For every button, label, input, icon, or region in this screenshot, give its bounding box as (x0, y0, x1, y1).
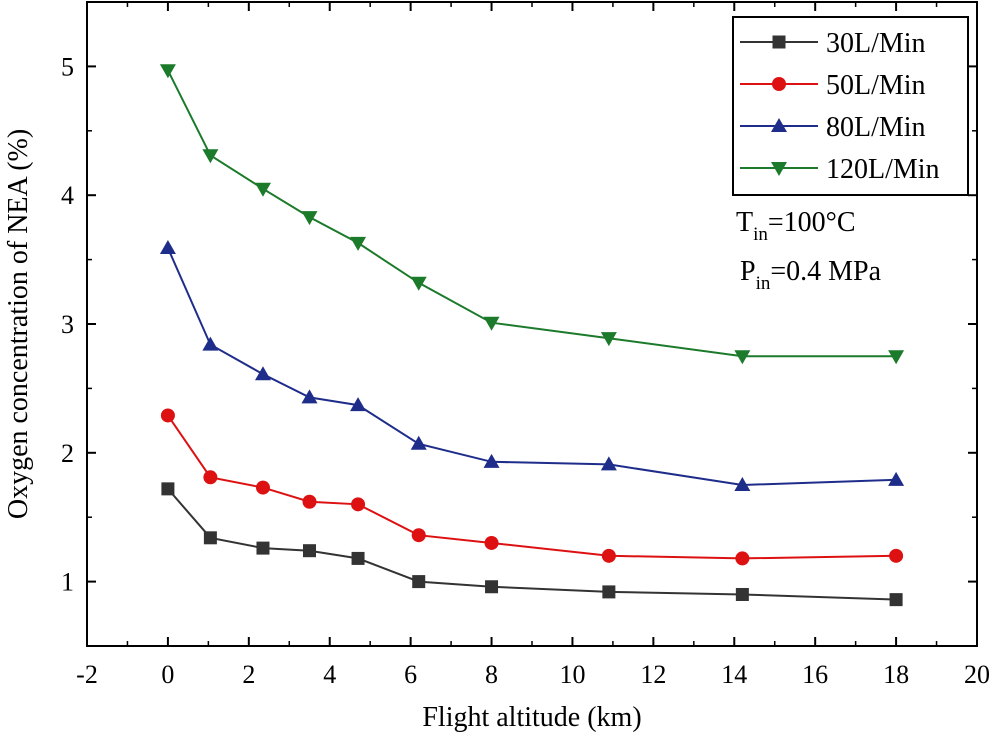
data-point-80l-min (483, 453, 500, 468)
series-80l-min (159, 240, 905, 491)
legend-items: 30L/Min 50L/Min 80L/Min 120L/Min (740, 28, 940, 185)
data-point-120l-min (734, 350, 751, 365)
data-point-30l-min (602, 585, 616, 599)
data-point-120l-min (301, 211, 318, 226)
legend-marker (771, 162, 787, 176)
data-point-120l-min (202, 149, 219, 164)
data-point-50l-min (484, 535, 499, 550)
data-point-50l-min (302, 494, 317, 509)
data-point-120l-min (888, 350, 905, 365)
series-line-120l-min (167, 69, 897, 358)
series-line-80l-min (166, 247, 897, 487)
data-point-50l-min (889, 548, 904, 563)
legend-item-120l-min: 120L/Min (740, 154, 940, 185)
annotations: Tin=100°C Pin=0.4 MPa (736, 207, 882, 294)
data-point-80l-min (888, 471, 905, 486)
data-point-80l-min (734, 477, 751, 491)
y-axis-title: Oxygen concentration of NEA (%) (3, 129, 34, 519)
data-point-80l-min (254, 366, 271, 381)
x-tick-label: 16 (802, 660, 828, 689)
x-tick-label: 4 (323, 660, 336, 689)
data-point-30l-min (412, 575, 426, 589)
data-point-30l-min (485, 580, 499, 594)
legend-item-80l-min: 80L/Min (740, 112, 926, 143)
data-point-120l-min (483, 316, 500, 331)
data-point-80l-min (350, 397, 367, 412)
legend-marker (772, 35, 786, 49)
data-point-30l-min (351, 551, 365, 565)
legend-item-30l-min: 30L/Min (740, 28, 926, 59)
data-point-50l-min (160, 408, 175, 423)
data-point-50l-min (735, 551, 750, 566)
data-point-30l-min (735, 587, 749, 601)
chart-marks (159, 64, 905, 607)
data-point-30l-min (256, 541, 270, 555)
annotation-inlet-pressure: Pin=0.4 MPa (740, 256, 882, 294)
series-50l-min (160, 408, 904, 566)
x-tick-label: 2 (242, 660, 255, 689)
legend-label: 50L/Min (826, 70, 926, 101)
data-point-50l-min (203, 470, 218, 485)
data-point-120l-min (159, 64, 176, 79)
legend-box (732, 16, 969, 196)
legend-marker (772, 77, 786, 91)
data-point-120l-min (600, 332, 617, 347)
legend: 30L/Min 50L/Min 80L/Min 120L/Min (732, 16, 969, 196)
y-tick-label: 5 (61, 52, 74, 81)
data-point-80l-min (202, 336, 219, 351)
x-tick-label: 18 (883, 660, 909, 689)
x-tick-label: 20 (964, 660, 990, 689)
x-axis-title: Flight altitude (km) (422, 702, 641, 733)
data-point-50l-min (351, 497, 366, 512)
data-point-120l-min (254, 182, 271, 197)
y-tick-label: 3 (61, 310, 74, 339)
x-tick-label: 6 (404, 660, 417, 689)
legend-label: 30L/Min (826, 28, 926, 59)
data-point-80l-min (410, 435, 427, 450)
data-point-80l-min (600, 456, 617, 471)
data-point-80l-min (159, 240, 176, 255)
data-point-30l-min (889, 593, 903, 607)
y-tick-label: 1 (61, 568, 74, 597)
data-point-120l-min (350, 236, 367, 251)
data-point-120l-min (410, 276, 427, 291)
x-tick-label: 10 (559, 660, 585, 689)
x-tick-label: 8 (485, 660, 498, 689)
data-point-50l-min (601, 548, 616, 563)
x-tick-label: -2 (76, 660, 98, 689)
data-point-30l-min (161, 482, 175, 496)
y-tick-label: 2 (61, 439, 74, 468)
legend-label: 80L/Min (826, 112, 926, 143)
series-line-50l-min (167, 414, 897, 560)
data-point-50l-min (411, 528, 426, 543)
x-tick-label: 14 (721, 660, 747, 689)
series-line-30l-min (167, 488, 897, 601)
annotation-inlet-temperature: Tin=100°C (736, 207, 856, 245)
y-tick-label: 4 (61, 181, 74, 210)
data-point-80l-min (301, 389, 318, 404)
series-120l-min (159, 64, 905, 365)
x-tick-label: 12 (640, 660, 666, 689)
legend-marker (771, 118, 787, 132)
data-point-50l-min (255, 480, 270, 495)
legend-item-50l-min: 50L/Min (740, 70, 926, 101)
x-tick-label: 0 (161, 660, 174, 689)
legend-label: 120L/Min (826, 154, 940, 185)
data-point-30l-min (203, 531, 217, 545)
data-point-30l-min (303, 544, 316, 558)
series-30l-min (161, 482, 903, 607)
